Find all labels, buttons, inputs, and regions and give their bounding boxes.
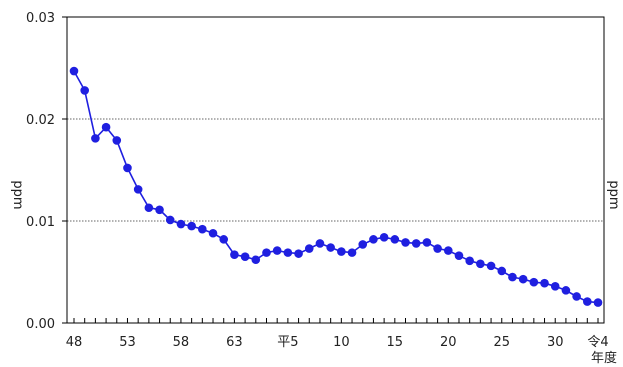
data-point <box>593 298 603 307</box>
data-point <box>465 256 474 266</box>
y-tick-label: 0.00 <box>26 317 55 332</box>
data-point <box>251 255 261 265</box>
series-line <box>69 66 603 307</box>
data-point <box>155 205 164 215</box>
data-point <box>262 248 271 257</box>
x-tick-label: 63 <box>226 335 243 350</box>
data-point <box>443 246 453 255</box>
data-point <box>529 277 539 287</box>
y-tick-label: 0.01 <box>26 215 55 230</box>
data-point <box>80 86 89 95</box>
data-point <box>508 272 517 282</box>
gridlines <box>67 118 604 222</box>
x-tick-label: 48 <box>66 335 83 350</box>
data-point <box>198 224 207 234</box>
data-point <box>208 228 218 238</box>
y-axis-label-left: ppm <box>10 180 25 209</box>
data-point <box>497 266 507 276</box>
data-point <box>219 235 229 244</box>
data-point <box>165 215 175 225</box>
x-tick-label: 15 <box>387 335 404 350</box>
data-point <box>123 163 132 173</box>
x-tick-label: 25 <box>493 335 510 350</box>
data-point <box>401 238 410 247</box>
data-point <box>433 244 442 253</box>
x-tick-label: 58 <box>173 335 190 350</box>
data-point <box>454 251 464 260</box>
y-tick-label: 0.03 <box>26 11 55 26</box>
data-point <box>91 134 100 143</box>
data-point <box>315 239 325 248</box>
data-point <box>187 221 196 231</box>
data-point <box>358 240 368 249</box>
data-point <box>583 297 592 306</box>
x-tick-label: 30 <box>547 335 564 350</box>
data-point <box>283 248 293 257</box>
data-point <box>561 286 571 295</box>
data-point <box>272 246 282 255</box>
data-point <box>337 247 346 256</box>
x-tick-label: 10 <box>333 335 350 350</box>
data-point <box>69 66 79 76</box>
data-point <box>540 278 549 288</box>
data-point <box>518 274 528 284</box>
data-point <box>486 261 496 271</box>
data-point <box>176 219 186 229</box>
x-tick-label: 平5 <box>277 335 298 350</box>
data-point <box>144 203 154 213</box>
x-axis-label: 年度 <box>591 350 617 366</box>
data-point <box>390 235 400 244</box>
x-tick-label: 53 <box>119 335 136 350</box>
plot-frame <box>66 16 605 324</box>
y-axis-label-right: ppm <box>606 180 621 209</box>
data-point <box>476 259 485 269</box>
data-point <box>240 252 250 261</box>
x-tick-label: 20 <box>440 335 457 350</box>
x-axis: 48 53 58 63 平5 10 15 20 25 30 令4 <box>66 318 609 350</box>
y-tick-label: 0.02 <box>26 113 55 128</box>
data-point <box>347 248 357 257</box>
data-point <box>369 235 378 244</box>
data-point <box>101 122 111 132</box>
y-axis: 0.00 0.01 0.02 0.03 <box>26 11 67 332</box>
x-tick-label: 令4 <box>587 335 608 350</box>
data-point <box>550 281 560 291</box>
data-point <box>294 249 303 258</box>
data-point <box>133 185 143 194</box>
data-point <box>379 233 389 242</box>
data-point <box>326 243 335 252</box>
data-point <box>422 238 432 247</box>
data-point <box>304 244 314 253</box>
data-point <box>230 250 239 259</box>
series-path <box>73 70 599 304</box>
data-point <box>112 136 122 145</box>
data-point <box>411 239 421 248</box>
data-point <box>572 292 581 301</box>
